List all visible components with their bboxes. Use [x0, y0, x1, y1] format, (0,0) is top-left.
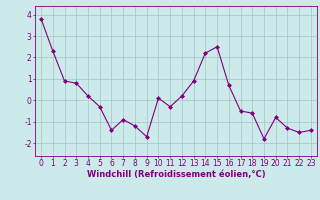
X-axis label: Windchill (Refroidissement éolien,°C): Windchill (Refroidissement éolien,°C): [87, 170, 265, 179]
